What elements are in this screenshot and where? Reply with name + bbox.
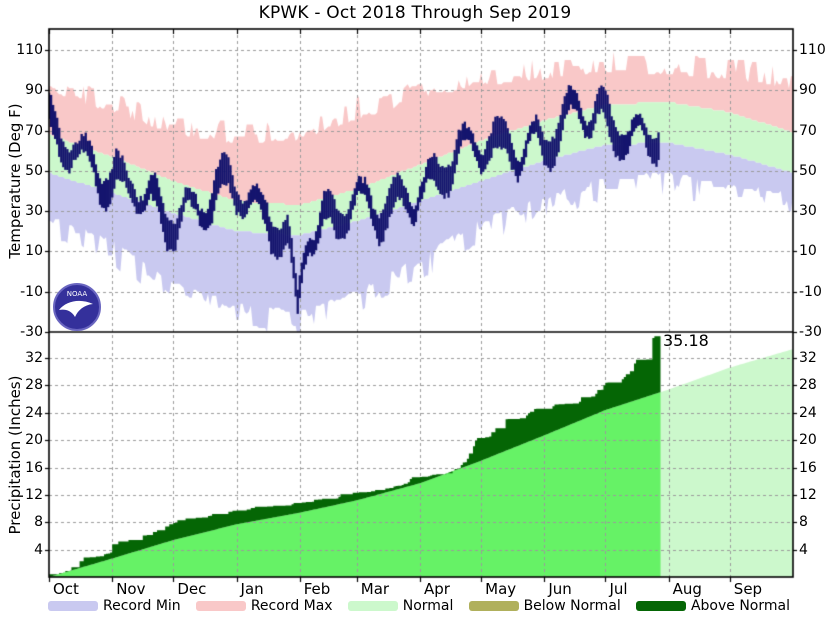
month-label-nov: Nov: [116, 580, 146, 598]
noaa-gull-icon: [59, 300, 93, 317]
month-label-may: May: [485, 580, 517, 598]
precip-y-tick-label: 24: [25, 404, 43, 421]
month-label-aug: Aug: [672, 580, 702, 598]
precip-y-tick-label: 32: [799, 350, 817, 366]
temp-y-tick-label: 90: [799, 82, 817, 99]
precip-y-tick-label: 20: [25, 432, 43, 449]
precip-y-tick-label: 4: [34, 541, 43, 558]
precip-y-tick-label: 20: [799, 432, 817, 449]
total-precip-annotation: 35.18: [663, 331, 709, 350]
noaa-logo-text: NOAA: [67, 290, 88, 298]
legend-above-normal: Above Normal: [635, 598, 790, 614]
precip-y-tick-label: 8: [799, 514, 808, 531]
above-normal-swatch-icon: [635, 601, 686, 611]
record-min-swatch-icon: [48, 601, 98, 611]
legend-normal: Normal: [347, 598, 453, 614]
precip-axis-title: Precipitation (Inches): [6, 375, 24, 535]
precip-y-tick-label: 12: [799, 486, 817, 503]
temp-y-tick-label: -30: [20, 324, 43, 340]
legend-record-max: Record Max: [195, 598, 333, 614]
temp-y-tick-label: 30: [799, 203, 817, 220]
temp-y-tick-label: 70: [799, 122, 817, 139]
precip-y-tick-label: 12: [25, 486, 43, 503]
temp-y-tick-label: 110: [799, 42, 826, 58]
temp-y-tick-label: 30: [25, 203, 43, 220]
temp-y-tick-label: 110: [16, 42, 43, 58]
temp-y-tick-label: 50: [25, 162, 43, 179]
legend: Record Min Record Max Normal Below Norma…: [48, 598, 790, 614]
noaa-logo: NOAA: [53, 283, 101, 331]
month-label-feb: Feb: [303, 580, 331, 598]
temp-y-tick-label: -10: [799, 283, 822, 300]
precip-y-tick-label: 24: [799, 404, 817, 421]
below-normal-swatch-icon: [468, 601, 519, 611]
precip-y-tick-label: 4: [799, 541, 808, 558]
precip-y-tick-label: 28: [799, 377, 817, 394]
precip-y-tick-label: 28: [25, 377, 43, 394]
chart-title: KPWK - Oct 2018 Through Sep 2019: [258, 3, 572, 23]
legend-below-normal: Below Normal: [468, 598, 621, 614]
month-label-mar: Mar: [360, 580, 390, 598]
month-label-apr: Apr: [423, 580, 450, 598]
temp-y-tick-label: 90: [25, 82, 43, 99]
month-label-jan: Jan: [240, 580, 264, 598]
month-label-dec: Dec: [177, 580, 207, 598]
month-label-sep: Sep: [733, 580, 763, 598]
month-label-jun: Jun: [548, 580, 572, 598]
temp-y-tick-label: 50: [799, 162, 817, 179]
temp-y-tick-label: -10: [20, 283, 43, 300]
normal-swatch-icon: [347, 601, 398, 611]
temp-y-tick-label: 10: [25, 243, 43, 260]
precip-y-tick-label: 16: [799, 459, 817, 476]
month-label-jul: Jul: [609, 580, 628, 598]
precip-y-tick-label: 32: [25, 350, 43, 366]
temp-y-tick-label: -30: [799, 324, 822, 340]
record-max-swatch-icon: [195, 601, 246, 611]
temp-y-tick-label: 70: [25, 122, 43, 139]
precip-y-tick-label: 16: [25, 459, 43, 476]
temp-y-tick-label: 10: [799, 243, 817, 260]
month-label-oct: Oct: [53, 580, 79, 598]
precip-y-tick-label: 8: [34, 514, 43, 531]
legend-record-min: Record Min: [48, 598, 181, 614]
